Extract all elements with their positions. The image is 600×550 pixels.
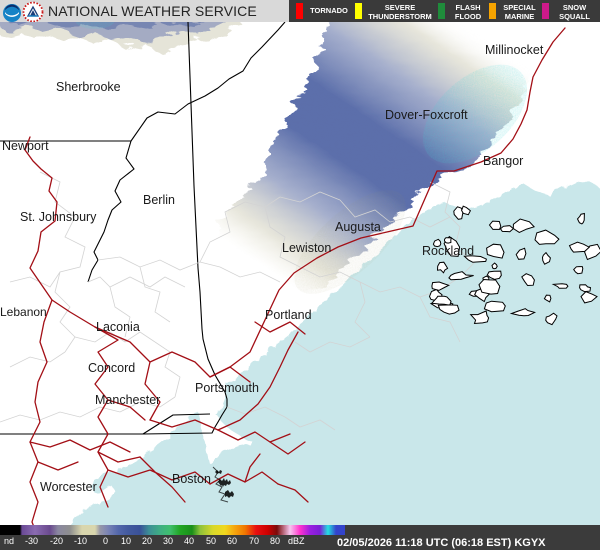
svg-text:Portland: Portland xyxy=(265,308,312,322)
svg-text:Dover-Foxcroft: Dover-Foxcroft xyxy=(385,108,468,122)
svg-text:Boston: Boston xyxy=(172,472,211,486)
svg-text:Newport: Newport xyxy=(2,139,49,153)
svg-text:Sherbrooke: Sherbrooke xyxy=(56,80,121,94)
svg-text:Lebanon: Lebanon xyxy=(0,305,47,319)
svg-text:Portsmouth: Portsmouth xyxy=(195,381,259,395)
svg-text:Augusta: Augusta xyxy=(335,220,381,234)
svg-text:Worcester: Worcester xyxy=(40,480,97,494)
svg-text:St. Johnsbury: St. Johnsbury xyxy=(20,210,97,224)
svg-text:Bangor: Bangor xyxy=(483,154,523,168)
svg-text:Manchester: Manchester xyxy=(95,393,160,407)
svg-text:Rockland: Rockland xyxy=(422,244,474,258)
svg-text:Concord: Concord xyxy=(88,361,135,375)
svg-text:Berlin: Berlin xyxy=(143,193,175,207)
svg-text:Laconia: Laconia xyxy=(96,320,140,334)
svg-text:Lewiston: Lewiston xyxy=(282,241,331,255)
svg-text:Millinocket: Millinocket xyxy=(485,43,544,57)
